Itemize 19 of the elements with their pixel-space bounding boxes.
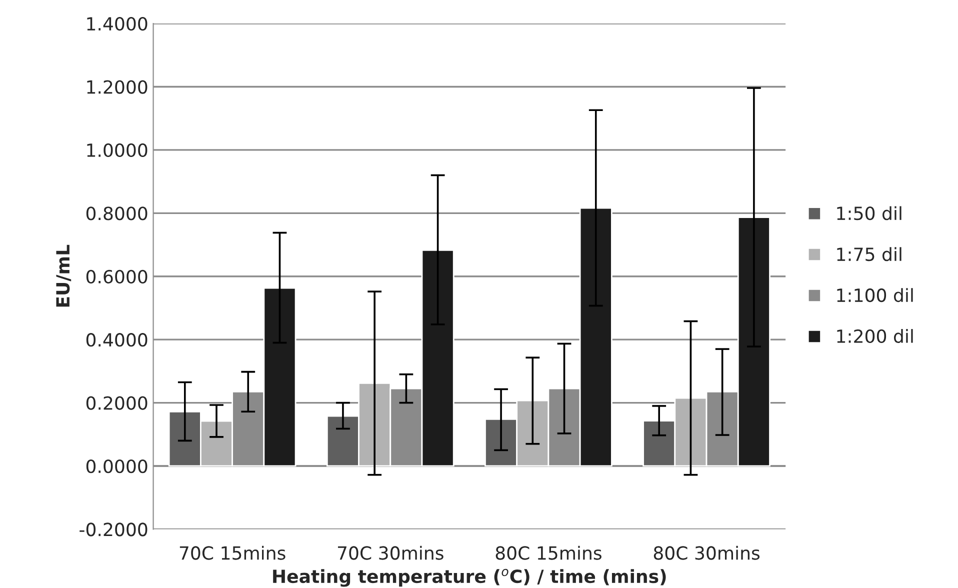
legend-label: 1:200 dil (837, 329, 913, 344)
x-tick-label: 70C 30mins (338, 546, 444, 560)
y-tick-label: 0.0000 (86, 459, 148, 474)
y-tick-label: 0.6000 (86, 270, 148, 284)
y-tick-label: 0.8000 (86, 206, 148, 220)
legend-label: 1:100 dil (837, 288, 913, 302)
legend-label: 1:50 dil (837, 206, 902, 220)
y-tick-label: 1.2000 (87, 80, 148, 94)
y-tick-label: -0.2000 (80, 522, 148, 536)
y-axis-title: EU/mL (56, 244, 72, 307)
y-tick-label: 1.4000 (87, 16, 148, 31)
legend-label: 1:75 dil (837, 247, 902, 262)
x-tick-label: 70C 15mins (180, 546, 286, 560)
x-tick-label: 80C 30mins (654, 546, 760, 560)
y-tick-label: 1.0000 (87, 143, 148, 158)
x-tick-label: 80C 15mins (496, 546, 602, 560)
y-tick-label: 0.4000 (86, 333, 148, 347)
x-axis-title: Heating temperature ($^{o}$C) / time (mins) (273, 568, 666, 587)
y-tick-label: 0.2000 (86, 396, 148, 410)
